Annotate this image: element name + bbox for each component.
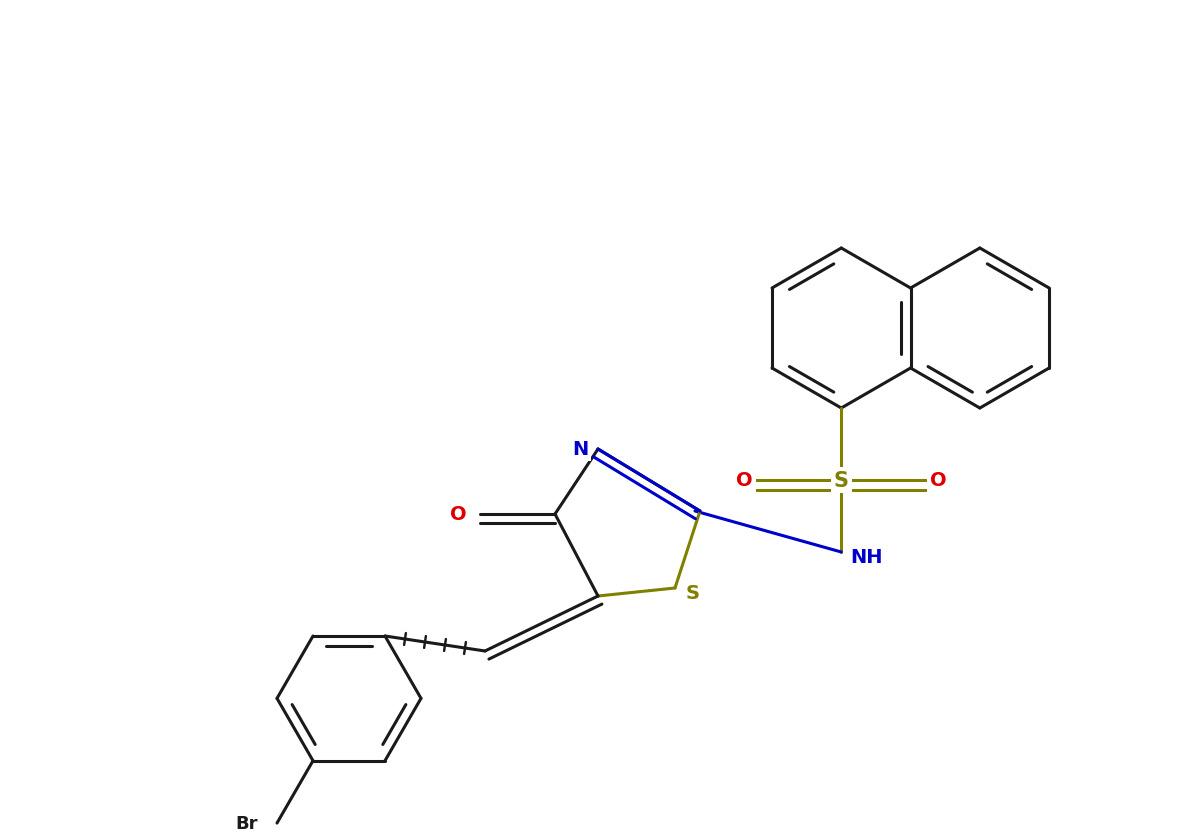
Text: O: O (736, 471, 753, 490)
Text: S: S (686, 584, 700, 603)
Text: N: N (572, 440, 588, 459)
Text: O: O (930, 471, 947, 490)
Text: O: O (450, 505, 467, 524)
Text: NH: NH (850, 548, 883, 567)
Text: S: S (834, 471, 849, 491)
Text: Br: Br (236, 814, 258, 832)
